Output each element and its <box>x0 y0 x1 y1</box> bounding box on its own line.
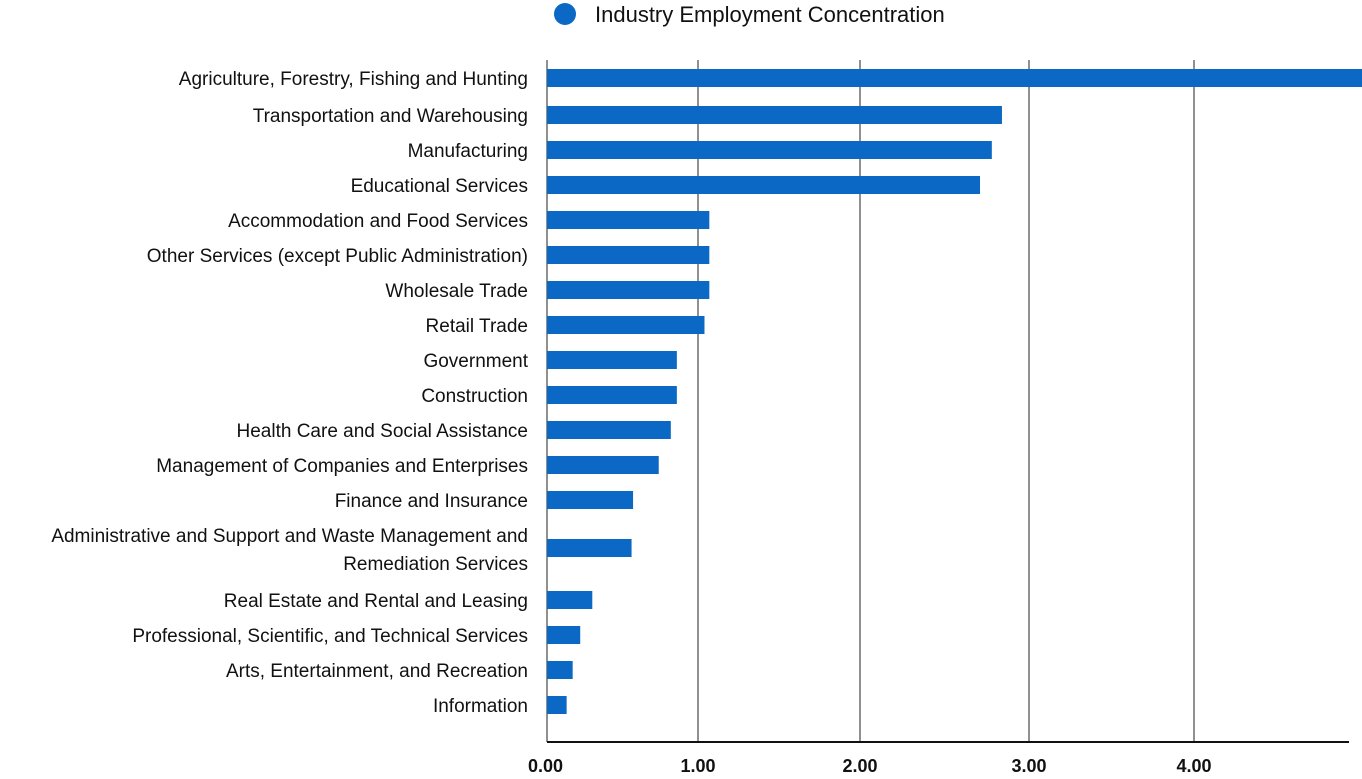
x-tick-label: 0.00 <box>528 756 563 774</box>
category-label: Government <box>423 351 528 372</box>
bar <box>547 176 980 194</box>
bar <box>547 211 710 229</box>
category-label: Manufacturing <box>408 141 528 162</box>
bar <box>547 661 573 679</box>
category-label: Retail Trade <box>426 316 528 337</box>
legend: Industry Employment Concentration <box>554 2 945 27</box>
bar <box>547 456 659 474</box>
x-tick-label: 1.00 <box>680 756 715 774</box>
category-label: Remediation Services <box>343 554 528 575</box>
category-label: Construction <box>421 386 528 407</box>
legend-label: Industry Employment Concentration <box>595 2 945 27</box>
bar <box>547 281 710 299</box>
bar <box>547 421 671 439</box>
legend-marker <box>554 3 576 25</box>
bar <box>547 491 634 509</box>
category-label: Arts, Entertainment, and Recreation <box>226 661 528 682</box>
category-label: Management of Companies and Enterprises <box>156 456 528 477</box>
x-tick-label: 3.00 <box>1011 756 1046 774</box>
bar <box>547 141 992 159</box>
category-label: Transportation and Warehousing <box>253 106 528 127</box>
category-label: Wholesale Trade <box>385 281 528 302</box>
category-label: Finance and Insurance <box>335 491 528 512</box>
bar <box>547 696 567 714</box>
category-label: Agriculture, Forestry, Fishing and Hunti… <box>179 69 528 90</box>
bar <box>547 591 593 609</box>
category-label: Administrative and Support and Waste Man… <box>51 526 528 547</box>
category-label: Information <box>433 696 528 717</box>
category-label: Health Care and Social Assistance <box>237 421 529 442</box>
category-label: Professional, Scientific, and Technical … <box>132 626 528 647</box>
x-tick-label: 2.00 <box>842 756 877 774</box>
bar <box>547 316 705 334</box>
category-label: Other Services (except Public Administra… <box>147 246 528 267</box>
category-label: Real Estate and Rental and Leasing <box>224 591 528 612</box>
bar <box>547 351 677 369</box>
bar <box>547 246 710 264</box>
bar <box>547 539 632 557</box>
category-label: Accommodation and Food Services <box>228 211 528 232</box>
bar <box>547 106 1002 124</box>
bar <box>547 626 581 644</box>
bar <box>547 386 677 404</box>
category-label: Educational Services <box>351 176 528 197</box>
bar <box>547 69 1362 87</box>
x-tick-label: 4.00 <box>1176 756 1211 774</box>
